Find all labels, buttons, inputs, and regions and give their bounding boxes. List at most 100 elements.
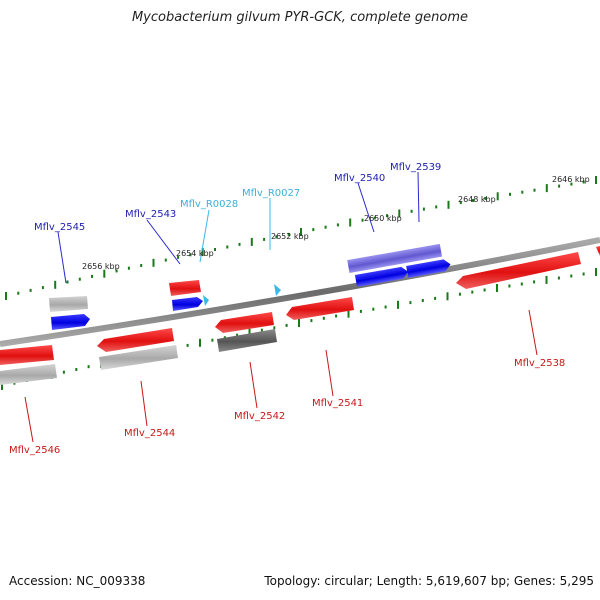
accession-text: Accession: NC_009338	[9, 574, 146, 588]
tick-mark	[496, 284, 498, 292]
tick-mark	[398, 209, 401, 218]
tick-mark	[397, 300, 399, 309]
tick-mark	[520, 282, 523, 286]
label-mflv-2541[interactable]: Mflv_2541	[312, 398, 363, 409]
tick-mark	[5, 292, 7, 300]
tick-mark	[285, 323, 288, 327]
tick-mark	[361, 218, 364, 222]
gene-mflv-2541-arrow[interactable]	[286, 297, 354, 320]
gene-mflv-2538-arrow[interactable]	[456, 252, 581, 289]
tick-mark	[324, 225, 327, 229]
rna-mflv-r0027[interactable]	[274, 284, 281, 296]
tick-mark	[509, 192, 511, 196]
gene-mflv-2545-arrow[interactable]	[51, 314, 90, 330]
tick-mark	[164, 258, 167, 262]
tick-mark	[459, 201, 462, 205]
tick-mark	[545, 275, 548, 284]
feature-gray-2545	[49, 296, 88, 312]
tick-mark	[496, 192, 499, 201]
tick-mark	[472, 199, 475, 202]
tick-mark	[336, 223, 339, 227]
tick-mark	[384, 305, 387, 309]
tick-mark	[287, 232, 290, 236]
tick-mark	[275, 235, 278, 239]
tick-mark	[595, 268, 597, 276]
gene-edge-arrow[interactable]	[596, 246, 600, 256]
genome-title: Mycobacterium gilvum PYR-GCK, complete g…	[131, 10, 469, 25]
tick-label-2652: 2652 kbp	[271, 232, 309, 241]
tick-mark	[236, 333, 239, 337]
label-mflv-r0027[interactable]: Mflv_R0027	[242, 188, 300, 199]
tick-mark	[335, 314, 338, 318]
tick-mark	[484, 196, 487, 200]
tick-mark	[446, 292, 449, 301]
label-mflv-2544[interactable]: Mflv_2544	[124, 428, 175, 439]
tick-mark	[238, 242, 241, 246]
tick-mark	[582, 272, 585, 276]
tick-mark	[189, 253, 192, 257]
tick-mark	[260, 328, 263, 332]
tick-mark	[422, 207, 425, 211]
feature-purple	[347, 243, 443, 273]
label-mflv-2540[interactable]: Mflv_2540	[334, 173, 385, 184]
label-mflv-2542[interactable]: Mflv_2542	[234, 411, 285, 422]
label-mflv-r0028[interactable]: Mflv_R0028	[180, 199, 238, 210]
tick-mark	[66, 280, 69, 284]
tick-mark	[115, 269, 118, 273]
tick-mark	[557, 276, 560, 280]
tick-mark	[447, 200, 450, 209]
gene-mflv-2542-arrow[interactable]	[215, 312, 274, 333]
feature-dark-gray	[217, 329, 277, 352]
tick-mark	[410, 209, 413, 213]
tick-mark	[312, 228, 315, 232]
tick-mark	[409, 301, 412, 305]
genome-backbone	[0, 237, 600, 347]
tick-mark	[582, 180, 585, 184]
tick-label-2648: 2648 kbp	[458, 195, 496, 204]
label-mflv-2546[interactable]: Mflv_2546	[9, 445, 60, 456]
gene-mflv-2543-red[interactable]	[169, 280, 201, 296]
tick-mark	[152, 258, 155, 267]
tick-label-2656: 2656 kbp	[82, 262, 120, 271]
label-mflv-2545[interactable]: Mflv_2545	[34, 222, 85, 233]
tick-mark	[201, 248, 204, 257]
tick-mark	[87, 365, 90, 369]
tick-mark	[558, 184, 561, 188]
tick-mark	[300, 228, 302, 236]
tick-mark	[533, 188, 536, 192]
feature-gray-2544	[99, 345, 178, 370]
gene-mflv-2544-arrow[interactable]	[97, 328, 174, 352]
tick-mark	[322, 316, 325, 320]
tick-mark	[17, 291, 20, 295]
tick-label-2654: 2654 kbp	[176, 249, 214, 258]
tick-mark	[310, 319, 313, 323]
tick-mark	[62, 370, 65, 374]
tick-mark	[248, 328, 251, 337]
gene-mflv-2543-arrow[interactable]	[172, 297, 203, 311]
tick-mark	[521, 190, 524, 194]
tick-mark	[458, 292, 461, 296]
tick-mark	[75, 368, 78, 371]
gene-mflv-2546-arrow[interactable]	[0, 345, 54, 365]
tick-mark	[91, 274, 93, 278]
tick-mark	[140, 264, 143, 267]
tick-mark	[29, 288, 32, 292]
tick-mark	[434, 296, 437, 300]
tick-mark	[54, 280, 57, 289]
tick-mark	[214, 248, 216, 251]
tick-label-2650: 2650 kbp	[364, 214, 402, 223]
gene-mflv-2539-arrow[interactable]	[406, 258, 451, 278]
tick-mark	[421, 299, 424, 302]
label-mflv-2543[interactable]: Mflv_2543	[125, 209, 176, 220]
tick-mark	[533, 280, 536, 284]
rna-mflv-r0028[interactable]	[203, 295, 209, 306]
label-mflv-2539[interactable]: Mflv_2539	[390, 162, 441, 173]
tick-mark	[1, 382, 3, 390]
tick-mark	[373, 216, 376, 220]
gene-mflv-2540-arrow[interactable]	[354, 266, 409, 287]
label-mflv-2538[interactable]: Mflv_2538	[514, 358, 565, 369]
tick-mark	[177, 255, 180, 259]
tick-mark	[103, 269, 106, 278]
tick-label-2646: 2646 kbp	[552, 175, 590, 184]
tick-mark	[186, 343, 189, 347]
